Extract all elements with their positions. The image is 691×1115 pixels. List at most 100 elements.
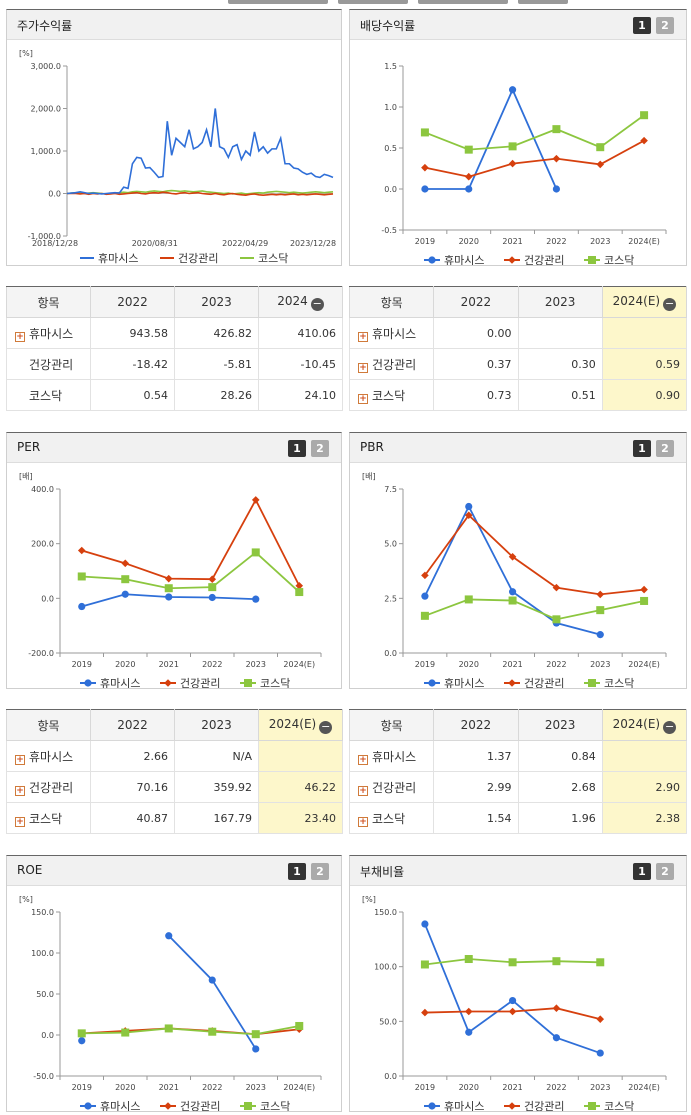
row-name-cell[interactable]: + 코스닥 <box>348 379 435 411</box>
unit-label: [배] <box>362 472 376 481</box>
expand-plus-icon[interactable]: + <box>15 754 25 765</box>
legend-label: 코스닥 <box>604 677 634 689</box>
data-point <box>640 585 648 594</box>
row-label: 휴마시스 <box>372 749 417 764</box>
x-tick-label: 2023 <box>590 660 610 669</box>
value-cell <box>258 740 343 772</box>
view-1-button[interactable]: 1 <box>633 17 651 34</box>
data-point <box>552 185 561 193</box>
table-row: + 건강관리 0.37 0.30 0.59 <box>348 348 688 380</box>
expand-plus-icon[interactable]: + <box>358 754 368 765</box>
data-point <box>420 128 429 137</box>
value-cell: 0.00 <box>433 317 519 349</box>
top-tab[interactable] <box>418 0 508 4</box>
row-name-cell[interactable]: + 휴마시스 <box>6 317 91 349</box>
table-row: + 휴마시스 943.58 426.82 410.06 <box>6 317 343 349</box>
panel-header: 주가수익률 <box>7 10 341 40</box>
y-tick-label: 1.0 <box>384 103 397 112</box>
expand-plus-icon[interactable]: + <box>15 785 25 796</box>
value-cell: 2.99 <box>433 771 519 803</box>
expand-plus-icon[interactable]: + <box>358 393 368 404</box>
legend-label: 휴마시스 <box>444 677 484 689</box>
panel-header: 배당수익률 1 2 <box>350 10 686 40</box>
panel-title: 부채비율 <box>360 865 405 879</box>
row-name-cell[interactable]: + 휴마시스 <box>6 740 91 772</box>
top-tab[interactable] <box>228 0 328 4</box>
view-1-button[interactable]: 1 <box>633 863 651 880</box>
collapse-column-icon[interactable]: − <box>310 296 324 311</box>
view-2-button[interactable]: 2 <box>656 17 674 34</box>
data-point <box>420 611 429 620</box>
data-point <box>640 596 649 605</box>
data-point <box>588 679 596 687</box>
expand-plus-icon[interactable]: + <box>358 816 368 827</box>
series-line <box>424 114 645 151</box>
unit-label: [배] <box>19 472 33 481</box>
column-header: 항목 <box>6 709 91 741</box>
y-tick-label: 200.0 <box>31 540 54 549</box>
view-2-button[interactable]: 2 <box>656 863 674 880</box>
x-tick-label: 2020 <box>115 660 135 669</box>
per-chart: [배] 400.0 200.0 0.0 -200.0 2019 2020 2021 2022 20… <box>19 472 322 689</box>
data-point <box>596 958 605 967</box>
value-cell: 1.37 <box>433 740 519 772</box>
legend-label: 건강관리 <box>524 254 564 266</box>
legend-item: 휴마시스 <box>424 1100 484 1111</box>
data-point <box>552 615 561 624</box>
view-2-button[interactable]: 2 <box>311 440 329 457</box>
table-row: + 건강관리 2.99 2.68 2.90 <box>348 771 688 803</box>
row-name-cell[interactable]: + 코스닥 <box>6 802 91 834</box>
row-label: 건강관리 <box>29 357 74 372</box>
x-tick-label: 2019 <box>72 660 92 669</box>
top-tab[interactable] <box>338 0 408 4</box>
data-point <box>596 143 605 152</box>
x-tick-label: 2024(E) <box>628 237 660 246</box>
legend-item: 휴마시스 <box>424 677 484 689</box>
expand-plus-icon[interactable]: + <box>358 785 368 796</box>
data-point <box>465 1028 473 1036</box>
legend-label: 코스닥 <box>604 254 634 266</box>
x-tick-label: 2019 <box>415 1083 435 1092</box>
x-tick-label: 2019 <box>415 660 435 669</box>
row-name-cell[interactable]: + 코스닥 <box>348 802 435 834</box>
row-name-cell[interactable]: + 휴마시스 <box>348 740 435 772</box>
data-point <box>121 590 129 598</box>
expand-plus-icon[interactable]: + <box>15 331 25 342</box>
data-point <box>208 976 216 984</box>
x-tick-label: 2021 <box>159 1083 179 1092</box>
data-point <box>121 559 130 568</box>
view-2-button[interactable]: 2 <box>311 863 329 880</box>
y-tick-label: 0.0 <box>384 1072 397 1081</box>
expand-plus-icon[interactable]: + <box>358 362 368 373</box>
panel-title: PER <box>17 440 41 454</box>
expand-plus-icon[interactable]: + <box>15 816 25 827</box>
collapse-column-icon[interactable]: − <box>663 296 677 311</box>
collapse-column-icon[interactable]: − <box>319 719 333 734</box>
top-tab[interactable] <box>518 0 568 4</box>
column-header: 2022 <box>90 286 175 318</box>
view-2-button[interactable]: 2 <box>656 440 674 457</box>
y-tick-label: 100.0 <box>374 963 397 972</box>
row-label: 휴마시스 <box>29 326 74 341</box>
row-name-cell[interactable]: + 건강관리 <box>348 771 435 803</box>
data-point <box>208 583 217 592</box>
expand-plus-icon[interactable]: + <box>358 331 368 342</box>
data-point <box>165 932 173 940</box>
view-1-button[interactable]: 1 <box>633 440 651 457</box>
value-cell: 0.37 <box>433 348 519 380</box>
data-point <box>208 575 217 583</box>
per-panel: PER 1 2 [배] 400.0 200.0 0.0 -200.0 2019 2020 20… <box>6 432 342 689</box>
data-point <box>596 1049 604 1057</box>
row-name-cell[interactable]: + 휴마시스 <box>348 317 435 349</box>
x-tick-label: 2019 <box>72 1083 92 1092</box>
x-tick-label: 2020 <box>115 1083 135 1092</box>
stock-return-table: 항목 2022 2023 2024− + 휴마시스 943.58 426.82 410.06 건강… <box>6 286 343 411</box>
view-1-button[interactable]: 1 <box>288 440 306 457</box>
row-name-cell[interactable]: + 건강관리 <box>6 771 91 803</box>
row-name-cell[interactable]: + 건강관리 <box>348 348 435 380</box>
collapse-column-icon[interactable]: − <box>663 719 677 734</box>
data-point <box>420 960 429 969</box>
legend-label: 코스닥 <box>260 677 290 689</box>
view-1-button[interactable]: 1 <box>288 863 306 880</box>
data-point <box>640 111 649 120</box>
